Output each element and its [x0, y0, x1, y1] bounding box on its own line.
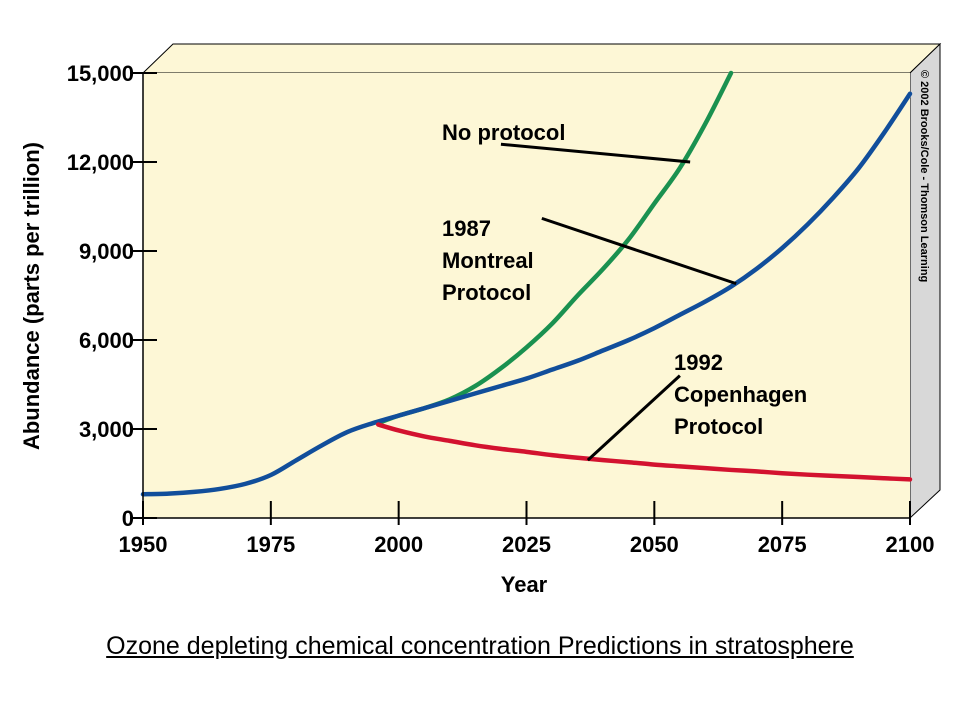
x-tick-label: 2025 [502, 532, 551, 557]
y-tick-label: 9,000 [79, 239, 134, 264]
annotation-line: 1987 [442, 216, 491, 241]
copyright-text: © 2002 Brooks/Cole - Thomson Learning [918, 70, 930, 282]
y-tick-label: 3,000 [79, 417, 134, 442]
y-tick-label: 0 [122, 506, 134, 531]
x-tick-label: 2000 [374, 532, 423, 557]
annotation-copenhagen: 1992 Copenhagen Protocol [674, 350, 807, 439]
x-tick-label: 1950 [119, 532, 168, 557]
x-tick-label: 2100 [886, 532, 935, 557]
series-line-copenhagen [375, 422, 913, 482]
annotation-line: Copenhagen [674, 382, 807, 407]
leader-line-montreal [541, 216, 737, 286]
y-tick-label: 6,000 [79, 328, 134, 353]
annotation-line: Protocol [674, 414, 763, 439]
annotation-line: No protocol [442, 120, 565, 145]
series-layer [140, 70, 913, 497]
y-tick-label: 12,000 [67, 150, 134, 175]
annotation-montreal: 1987 Montreal Protocol [442, 216, 534, 305]
annotation-line: Montreal [442, 248, 534, 273]
annotation-line: 1992 [674, 350, 723, 375]
series-line-montreal [140, 91, 913, 497]
annotation-line: Protocol [442, 280, 531, 305]
x-tick-label: 2050 [630, 532, 679, 557]
x-axis-title: Year [501, 572, 548, 597]
chart: © 2002 Brooks/Cole - Thomson Learning 0 3… [19, 42, 942, 597]
annotation-no-protocol: No protocol [442, 120, 565, 145]
y-tick-label: 15,000 [67, 61, 134, 86]
axes-layer: 0 3,000 6,000 9,000 12,000 15,000 1950 1975 2000… [67, 61, 935, 557]
label-layer: No protocol 1987 Montreal Protocol 1992 Copen… [442, 120, 807, 439]
chart-caption: Ozone depleting chemical concentration P… [106, 632, 854, 660]
y-axis-title: Abundance (parts per trillion) [19, 142, 44, 450]
leader-line-no-protocol [500, 142, 691, 164]
leader-line-copenhagen [586, 374, 681, 462]
x-tick-label: 1975 [246, 532, 295, 557]
plot-background-3d [141, 43, 942, 74]
leader-layer [500, 142, 737, 462]
x-tick-label: 2075 [758, 532, 807, 557]
